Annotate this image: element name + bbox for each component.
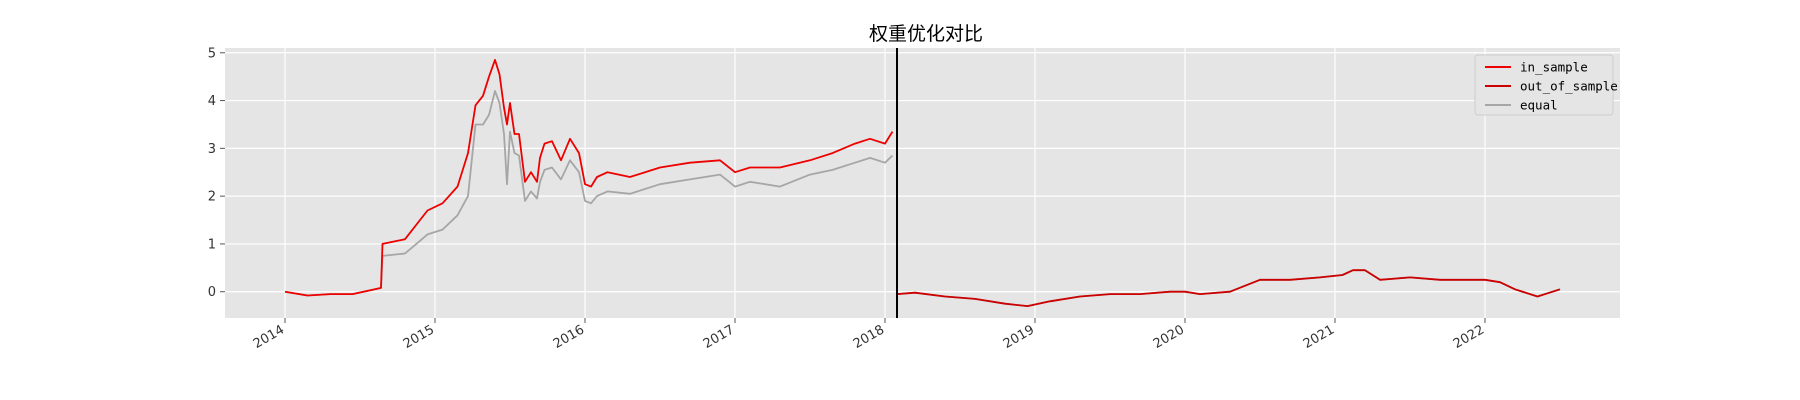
plot-area: 5 4 3 2 1 0 2014 2015 2016 2017 2018 2019 2020 2021 20… (208, 46, 1620, 352)
x-tick-label: 2016 (551, 322, 587, 352)
y-tick-label: 4 (208, 94, 216, 109)
legend-label: equal (1520, 98, 1558, 113)
y-tick-label: 2 (208, 190, 216, 205)
plot-background (225, 48, 1620, 318)
y-tick-label: 1 (208, 237, 216, 252)
x-tick-label: 2018 (851, 322, 887, 352)
chart-title: 权重优化对比 (869, 23, 983, 45)
x-tick-label: 2017 (701, 322, 737, 352)
legend-label: in_sample (1520, 60, 1588, 75)
x-tick-label: 2019 (1001, 322, 1037, 352)
x-tick-label: 2021 (1301, 322, 1337, 352)
x-tick-label: 2014 (251, 322, 287, 352)
y-tick-label: 0 (208, 285, 216, 300)
x-tick-label: 2015 (401, 322, 437, 352)
series-line-in-sample (284, 59, 894, 297)
y-tick-label: 5 (208, 46, 216, 61)
x-tick-label: 2022 (1451, 322, 1487, 352)
legend-box (1474, 54, 1614, 116)
y-tick-label: 3 (208, 142, 216, 157)
legend-label: out_of_sample (1520, 79, 1618, 94)
series-line-out-of-sample (896, 269, 1561, 307)
x-tick-label: 2020 (1151, 322, 1187, 352)
